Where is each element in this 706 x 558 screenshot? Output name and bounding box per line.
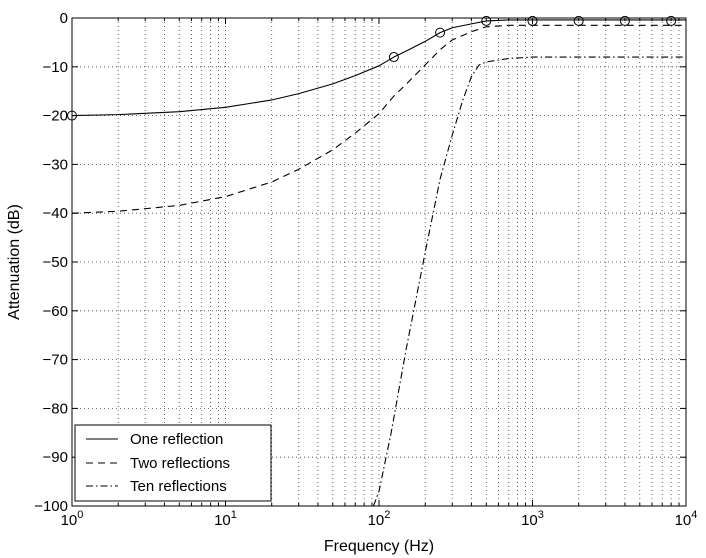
- y-tick-label: −40: [43, 205, 68, 222]
- x-axis-title: Frequency (Hz): [324, 538, 434, 555]
- grid: [72, 18, 686, 506]
- series-line-one-reflection: [72, 19, 686, 117]
- data-point-marker: [435, 27, 446, 38]
- data-point-marker: [573, 15, 584, 26]
- y-tick-label: −20: [43, 108, 68, 125]
- y-tick-label: −80: [43, 400, 68, 417]
- series-layer: [72, 19, 686, 506]
- data-point-marker: [619, 15, 630, 26]
- series-line-ten-reflections: [372, 56, 686, 506]
- data-point-marker: [67, 110, 77, 121]
- x-tick-label: 103: [521, 509, 544, 529]
- x-tick-label: 100: [61, 509, 84, 529]
- y-tick-label: 0: [60, 10, 68, 27]
- y-tick-label: −100: [34, 498, 68, 515]
- y-tick-label: −10: [43, 59, 68, 76]
- y-axis-title: Attenuation (dB): [6, 204, 23, 320]
- y-tick-label: −70: [43, 352, 68, 369]
- legend-label-ten-reflections: Ten reflections: [130, 478, 227, 495]
- legend-label-one-reflection: One reflection: [130, 431, 223, 448]
- legend: One reflection Two reflections Ten refle…: [74, 424, 272, 502]
- y-tick-label: −60: [43, 303, 68, 320]
- y-tick-label: −30: [43, 156, 68, 173]
- ticks: [72, 17, 686, 507]
- data-point-marker: [481, 15, 492, 26]
- data-point-marker: [388, 52, 399, 63]
- legend-box: [74, 424, 272, 502]
- data-point-marker: [666, 15, 677, 26]
- x-tick-label: 104: [675, 509, 698, 529]
- x-tick-label: 101: [214, 509, 237, 529]
- x-tick-label: 102: [368, 509, 391, 529]
- data-point-marker: [527, 15, 538, 26]
- legend-label-two-reflections: Two reflections: [130, 455, 230, 472]
- series-line-two-reflections: [72, 24, 686, 214]
- y-tick-label: −90: [43, 449, 68, 466]
- y-tick-label: −50: [43, 254, 68, 271]
